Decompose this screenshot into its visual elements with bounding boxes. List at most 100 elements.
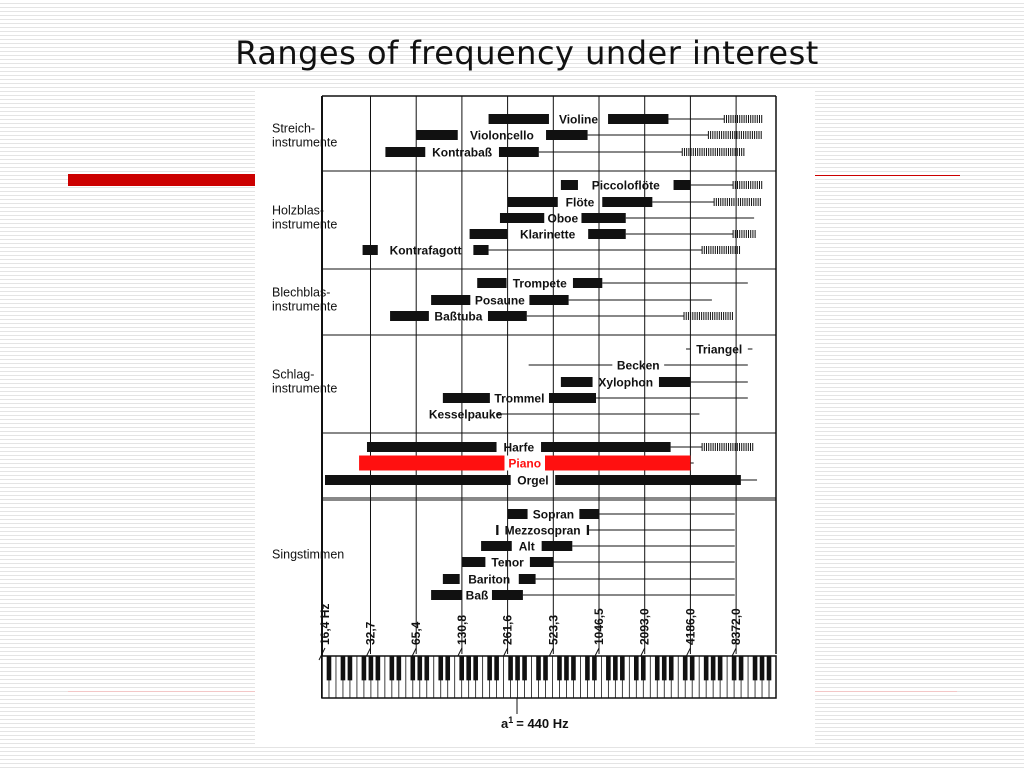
range-bar [586,525,590,535]
instrument-row: Becken [528,359,748,373]
instrument-row: Kesselpauke [429,408,700,422]
frequency-range-chart: Streich-instrumenteHolzblas-instrumenteB… [272,95,777,731]
range-bar [477,278,507,288]
range-bar [507,197,558,207]
black-key [606,656,611,681]
range-bar [487,311,527,321]
range-bar [498,147,539,157]
range-bar [572,278,603,288]
instrument-row: Tenor [461,556,735,570]
range-bar [579,509,600,519]
black-key [326,656,332,681]
range-bar [560,377,593,387]
instrument-label: Piano [508,457,541,471]
instrument-row: Kontrabaß [385,146,745,160]
black-key [640,656,646,681]
black-key [564,656,569,681]
instrument-label: Mezzosopran [505,524,581,538]
bottom-divider-right [812,691,957,692]
range-bar [491,590,523,600]
black-key [710,656,716,681]
range-bar [385,147,426,157]
range-bar [431,295,471,305]
black-key [494,656,499,681]
instrument-label: Kesselpauke [429,408,503,422]
group-label: Holzblas- [272,204,324,218]
range-bar [416,130,458,140]
range-bar [529,557,554,567]
instrument-row: Violine [488,113,763,127]
instrument-label: Baßtuba [434,310,482,324]
range-bar [499,213,545,223]
black-key [508,656,513,681]
black-key [592,656,597,681]
axis-tick-label: 130,8 [455,615,469,645]
range-bar [658,377,691,387]
instrument-label: Bariton [468,573,510,587]
axis-tick-label: 8372,0 [729,608,743,645]
black-key [536,656,541,681]
instrument-row: Sopran [507,508,735,522]
range-bar [461,557,486,567]
instrument-label: Kontrabaß [432,146,492,160]
instrument-label: Orgel [517,474,548,488]
range-bar [560,180,578,190]
black-key [396,656,402,681]
range-bar [390,311,429,321]
black-key [661,656,667,681]
instrument-label: Posaune [475,294,525,308]
instrument-row: Bariton [442,573,735,587]
black-key [731,656,737,681]
black-key [752,656,758,681]
instrument-row: Triangel [686,343,753,357]
instrument-label: Becken [617,359,660,373]
black-key [703,656,709,681]
range-bar [362,245,378,255]
black-key [766,656,772,681]
range-bar [488,114,549,124]
black-key [571,656,576,681]
range-bar [431,590,463,600]
instrument-row: Klarinette [469,228,756,242]
range-bar [529,295,569,305]
instrument-label: Flöte [566,196,595,210]
instrument-row: Trommel [442,392,748,406]
black-key [654,656,660,681]
axis-tick-label: 523,3 [546,615,560,645]
accent-bar [68,174,258,186]
range-bar [602,197,653,207]
a1-reference-label: a1 = 440 Hz [501,715,569,731]
axis-tick-label: 4186,0 [683,608,697,645]
black-key [347,656,353,681]
range-bar [442,574,460,584]
instrument-row: Posaune [431,294,712,308]
instrument-label: Piccoloflöte [592,179,660,193]
instrument-range-figure: Streich-instrumente Holzblas-instrumente B… [255,88,815,744]
group-label: instrumente [272,382,337,396]
range-bar [325,475,511,485]
black-key [759,656,765,681]
instrument-label: Oboe [548,212,579,226]
instrument-row: Orgel [325,474,758,488]
instrument-label: Triangel [696,343,742,357]
range-bar [366,442,497,452]
instrument-row: Trompete [477,277,748,291]
range-bar [496,525,499,535]
group-label: Blechblas- [272,286,330,300]
instrument-label: Sopran [533,508,574,522]
instrument-row: Piano [359,455,694,471]
instrument-row: Kontrafagott [362,244,741,258]
black-key [668,656,674,681]
group-label: instrumente [272,218,337,232]
range-bar [581,213,626,223]
axis-tick-label: 1046,5 [592,608,606,645]
black-key [424,656,430,681]
black-key [585,656,590,681]
group-label: Streich- [272,122,315,136]
black-key [689,656,695,681]
instrument-label: Klarinette [520,228,576,242]
instrument-label: Kontrafagott [390,244,462,258]
group-label: instrumente [272,300,337,314]
black-key [459,656,464,681]
axis-tick-label: 32,7 [363,621,377,645]
